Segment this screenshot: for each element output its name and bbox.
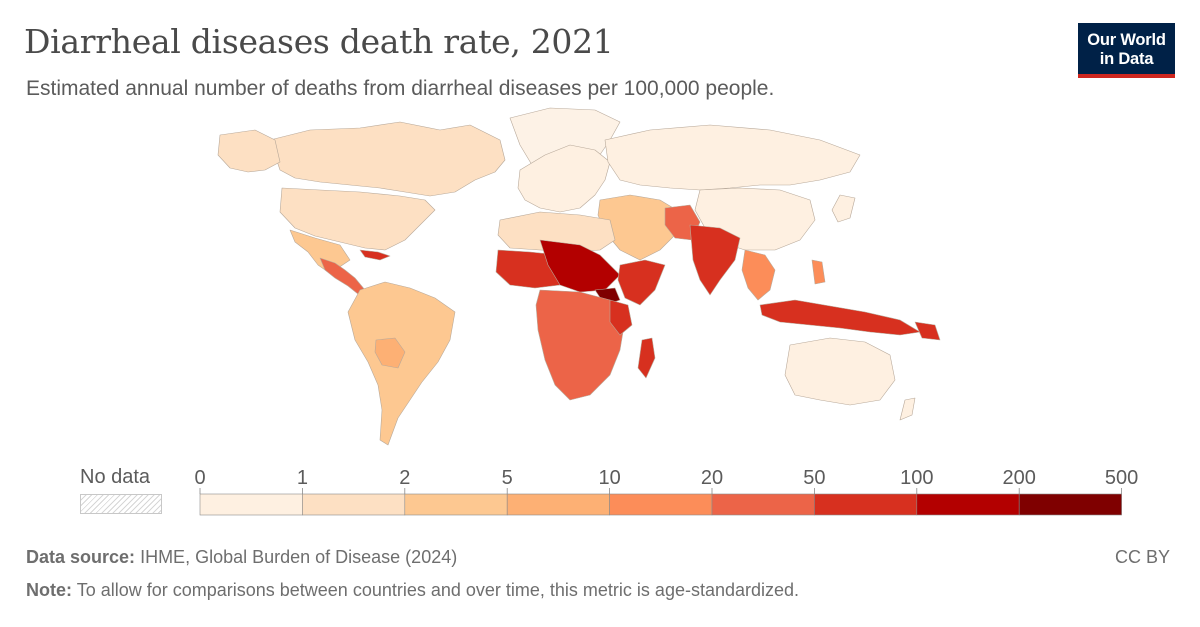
legend-bin-4[interactable]: [609, 493, 713, 516]
region-south-america: [347, 281, 456, 446]
region-japan: [831, 194, 856, 223]
note-label: Note:: [26, 580, 72, 600]
region-russia: [604, 124, 861, 191]
legend-bin-8[interactable]: [1018, 493, 1122, 516]
note-text: To allow for comparisons between countri…: [76, 580, 800, 600]
legend-tick-label-8: 200: [1003, 467, 1036, 489]
owid-logo[interactable]: Our World in Data: [1078, 23, 1175, 78]
region-north-africa: [497, 211, 616, 253]
region-new-zealand: [899, 397, 916, 421]
region-indonesia: [759, 299, 921, 336]
logo-line-2: in Data: [1099, 50, 1154, 68]
world-map[interactable]: [200, 100, 1000, 450]
region-united-states: [279, 187, 436, 251]
legend-no-data-label: No data: [80, 466, 151, 488]
legend-bin-5[interactable]: [711, 493, 815, 516]
legend-tick-label-5: 20: [701, 467, 723, 489]
legend-tick-label-7: 100: [900, 467, 933, 489]
legend-bin-3[interactable]: [506, 493, 610, 516]
legend-tick-label-9: 500: [1105, 467, 1138, 489]
footer-source: Data source: IHME, Global Burden of Dise…: [26, 547, 457, 568]
legend-bin-1[interactable]: [302, 493, 406, 516]
legend-tick-label-3: 5: [502, 467, 513, 489]
color-legend: 0 1 2 5 10 20 50 100 200 500: [194, 467, 1138, 516]
source-text[interactable]: IHME, Global Burden of Disease (2024): [140, 547, 458, 567]
region-europe: [517, 144, 611, 213]
legend-tick-label-1: 1: [297, 467, 308, 489]
license-link[interactable]: CC BY: [1114, 547, 1170, 567]
legend-bin-7[interactable]: [916, 493, 1020, 516]
chart-title: Diarrheal diseases death rate, 2021: [24, 22, 614, 61]
legend-bin-6[interactable]: [814, 493, 918, 516]
region-alaska: [217, 129, 281, 173]
region-canada: [269, 121, 506, 197]
legend-tick-label-2: 2: [399, 467, 410, 489]
region-southeast-asia: [741, 249, 776, 301]
region-australia: [784, 337, 896, 406]
legend-bin-0[interactable]: [199, 493, 303, 516]
region-india: [689, 224, 741, 296]
region-east-africa: [609, 299, 633, 336]
region-horn-of-africa: [617, 259, 666, 306]
legend-tick-label-4: 10: [598, 467, 620, 489]
region-papua-new-guinea: [914, 321, 941, 341]
region-philippines: [811, 259, 826, 285]
legend-no-data-swatch[interactable]: [80, 494, 162, 514]
legend-tick-label-6: 50: [803, 467, 825, 489]
region-bolivia: [374, 337, 406, 369]
region-caribbean: [359, 249, 391, 261]
chart-subtitle: Estimated annual number of deaths from d…: [26, 77, 775, 100]
region-madagascar: [637, 337, 656, 379]
legend-bin-2[interactable]: [404, 493, 508, 516]
logo-line-1: Our World: [1087, 31, 1166, 49]
source-label: Data source:: [26, 547, 136, 567]
footer-note: Note: To allow for comparisons between c…: [26, 580, 799, 601]
legend-tick-label-0: 0: [194, 467, 205, 489]
